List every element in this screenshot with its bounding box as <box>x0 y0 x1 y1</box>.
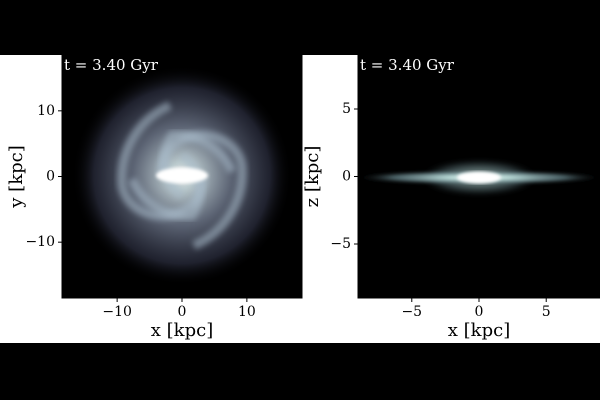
x-axis-label: x [kpc] <box>151 320 213 341</box>
x-tick-label: −10 <box>102 304 132 320</box>
x-tick-label: 10 <box>238 304 256 320</box>
x-tick-label: 5 <box>542 304 551 320</box>
y-tick-label: 5 <box>342 101 351 117</box>
y-tick-label: −10 <box>25 234 55 250</box>
y-axis-label: y [kpc] <box>6 145 27 208</box>
y-tick-label: −5 <box>330 236 351 252</box>
x-tick-label: −5 <box>401 304 422 320</box>
y-tick-label: 0 <box>342 169 351 185</box>
x-tick-label: 0 <box>178 304 187 320</box>
x-axis-label: x [kpc] <box>448 320 510 341</box>
y-tick-label: 0 <box>46 169 55 185</box>
galaxy-bar <box>156 167 208 184</box>
y-tick-label: 10 <box>37 103 55 119</box>
time-annotation: t = 3.40 Gyr <box>64 56 159 74</box>
time-annotation: t = 3.40 Gyr <box>360 56 455 74</box>
y-axis-label: z [kpc] <box>302 146 323 208</box>
x-tick-label: 0 <box>475 304 484 320</box>
galaxy-bulge <box>457 171 501 184</box>
